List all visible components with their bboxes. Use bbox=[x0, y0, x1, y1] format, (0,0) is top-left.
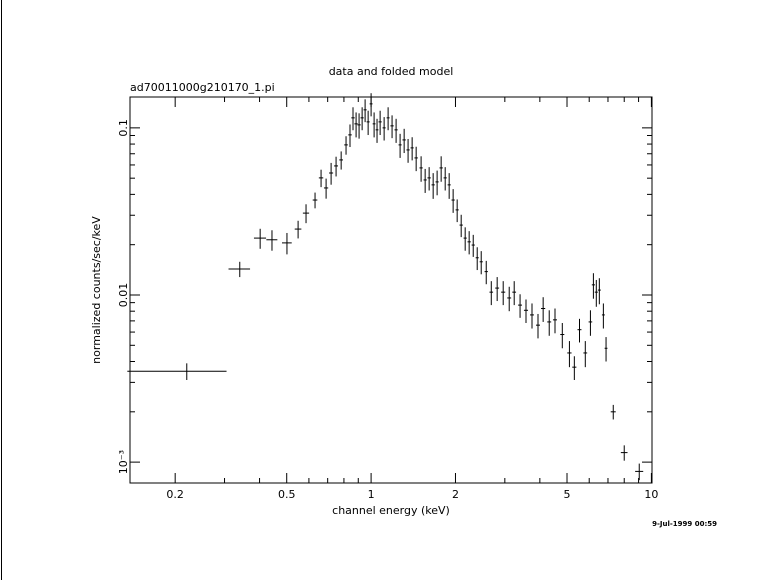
x-tick-label: 0.5 bbox=[278, 488, 296, 501]
timestamp: 9-Jul-1999 00:59 bbox=[652, 520, 717, 528]
x-tick-label: 0.2 bbox=[166, 488, 184, 501]
chart-subtitle: ad70011000g210170_1.pi bbox=[130, 81, 275, 94]
y-tick-label: 10⁻³ bbox=[117, 450, 130, 474]
x-tick-label: 5 bbox=[564, 488, 571, 501]
x-tick-label: 2 bbox=[452, 488, 459, 501]
y-tick-label: 0.01 bbox=[117, 283, 130, 308]
y-tick-label: 0.1 bbox=[117, 119, 130, 136]
x-tick-label: 10 bbox=[644, 488, 658, 501]
x-axis-label: channel energy (keV) bbox=[332, 504, 450, 517]
chart-title: data and folded model bbox=[329, 65, 454, 78]
y-axis-label: normalized counts/sec/keV bbox=[90, 216, 103, 364]
plot-frame bbox=[129, 96, 653, 484]
x-tick-label: 1 bbox=[368, 488, 375, 501]
